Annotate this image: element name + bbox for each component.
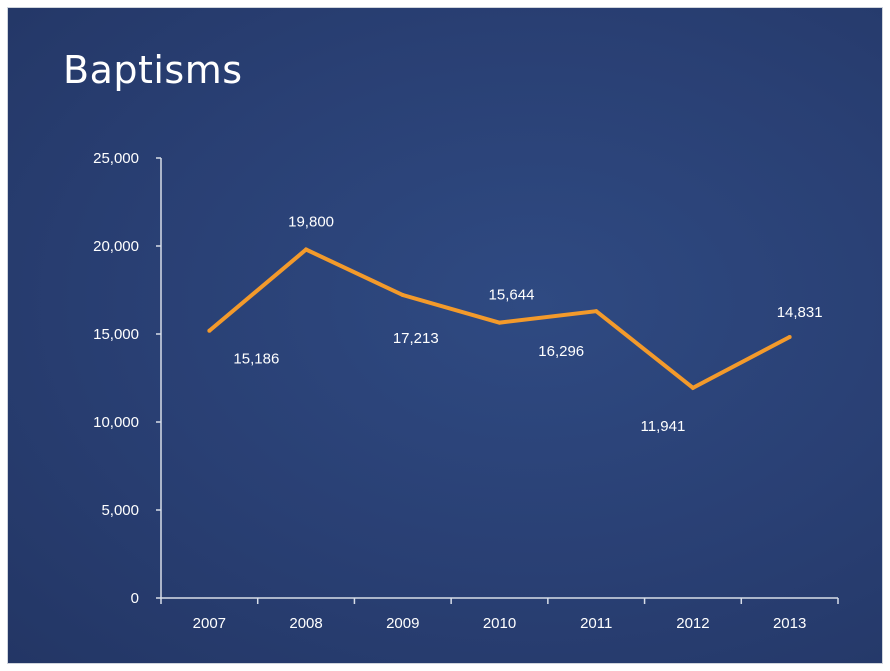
data-label: 17,213 <box>393 330 439 347</box>
series-line <box>208 247 791 391</box>
data-point <box>304 247 309 252</box>
slide: Baptisms 0 5,000 10,000 15,000 20,000 25,000 2… <box>8 8 882 663</box>
x-tick-label: 2012 <box>676 615 709 632</box>
data-point <box>787 334 792 339</box>
data-label: 19,800 <box>288 214 334 231</box>
y-tick-label: 0 <box>131 590 139 607</box>
data-point <box>207 328 212 333</box>
y-tick-label: 25,000 <box>93 150 139 167</box>
x-tick-label: 2010 <box>483 615 516 632</box>
data-label: 14,831 <box>777 304 823 321</box>
data-label: 15,186 <box>233 351 279 368</box>
x-tick-label: 2013 <box>773 615 806 632</box>
data-point <box>594 309 599 314</box>
data-point <box>690 385 695 390</box>
y-tick-label: 20,000 <box>93 238 139 255</box>
data-point <box>497 320 502 325</box>
y-tick-label: 15,000 <box>93 326 139 343</box>
x-tick-label: 2008 <box>289 615 322 632</box>
data-point <box>400 293 405 298</box>
y-tick-label: 5,000 <box>101 502 139 519</box>
line-chart: 0 5,000 10,000 15,000 20,000 25,000 2007 2008 20… <box>93 150 839 632</box>
x-tick-label: 2011 <box>580 615 612 632</box>
data-label: 11,941 <box>641 418 686 435</box>
chart-title: Baptisms <box>63 48 243 92</box>
x-tick-label: 2009 <box>386 615 419 632</box>
y-tick-label: 10,000 <box>93 414 139 431</box>
x-tick-label: 2007 <box>193 615 226 632</box>
data-label: 15,644 <box>489 287 535 304</box>
data-label: 16,296 <box>538 343 584 360</box>
